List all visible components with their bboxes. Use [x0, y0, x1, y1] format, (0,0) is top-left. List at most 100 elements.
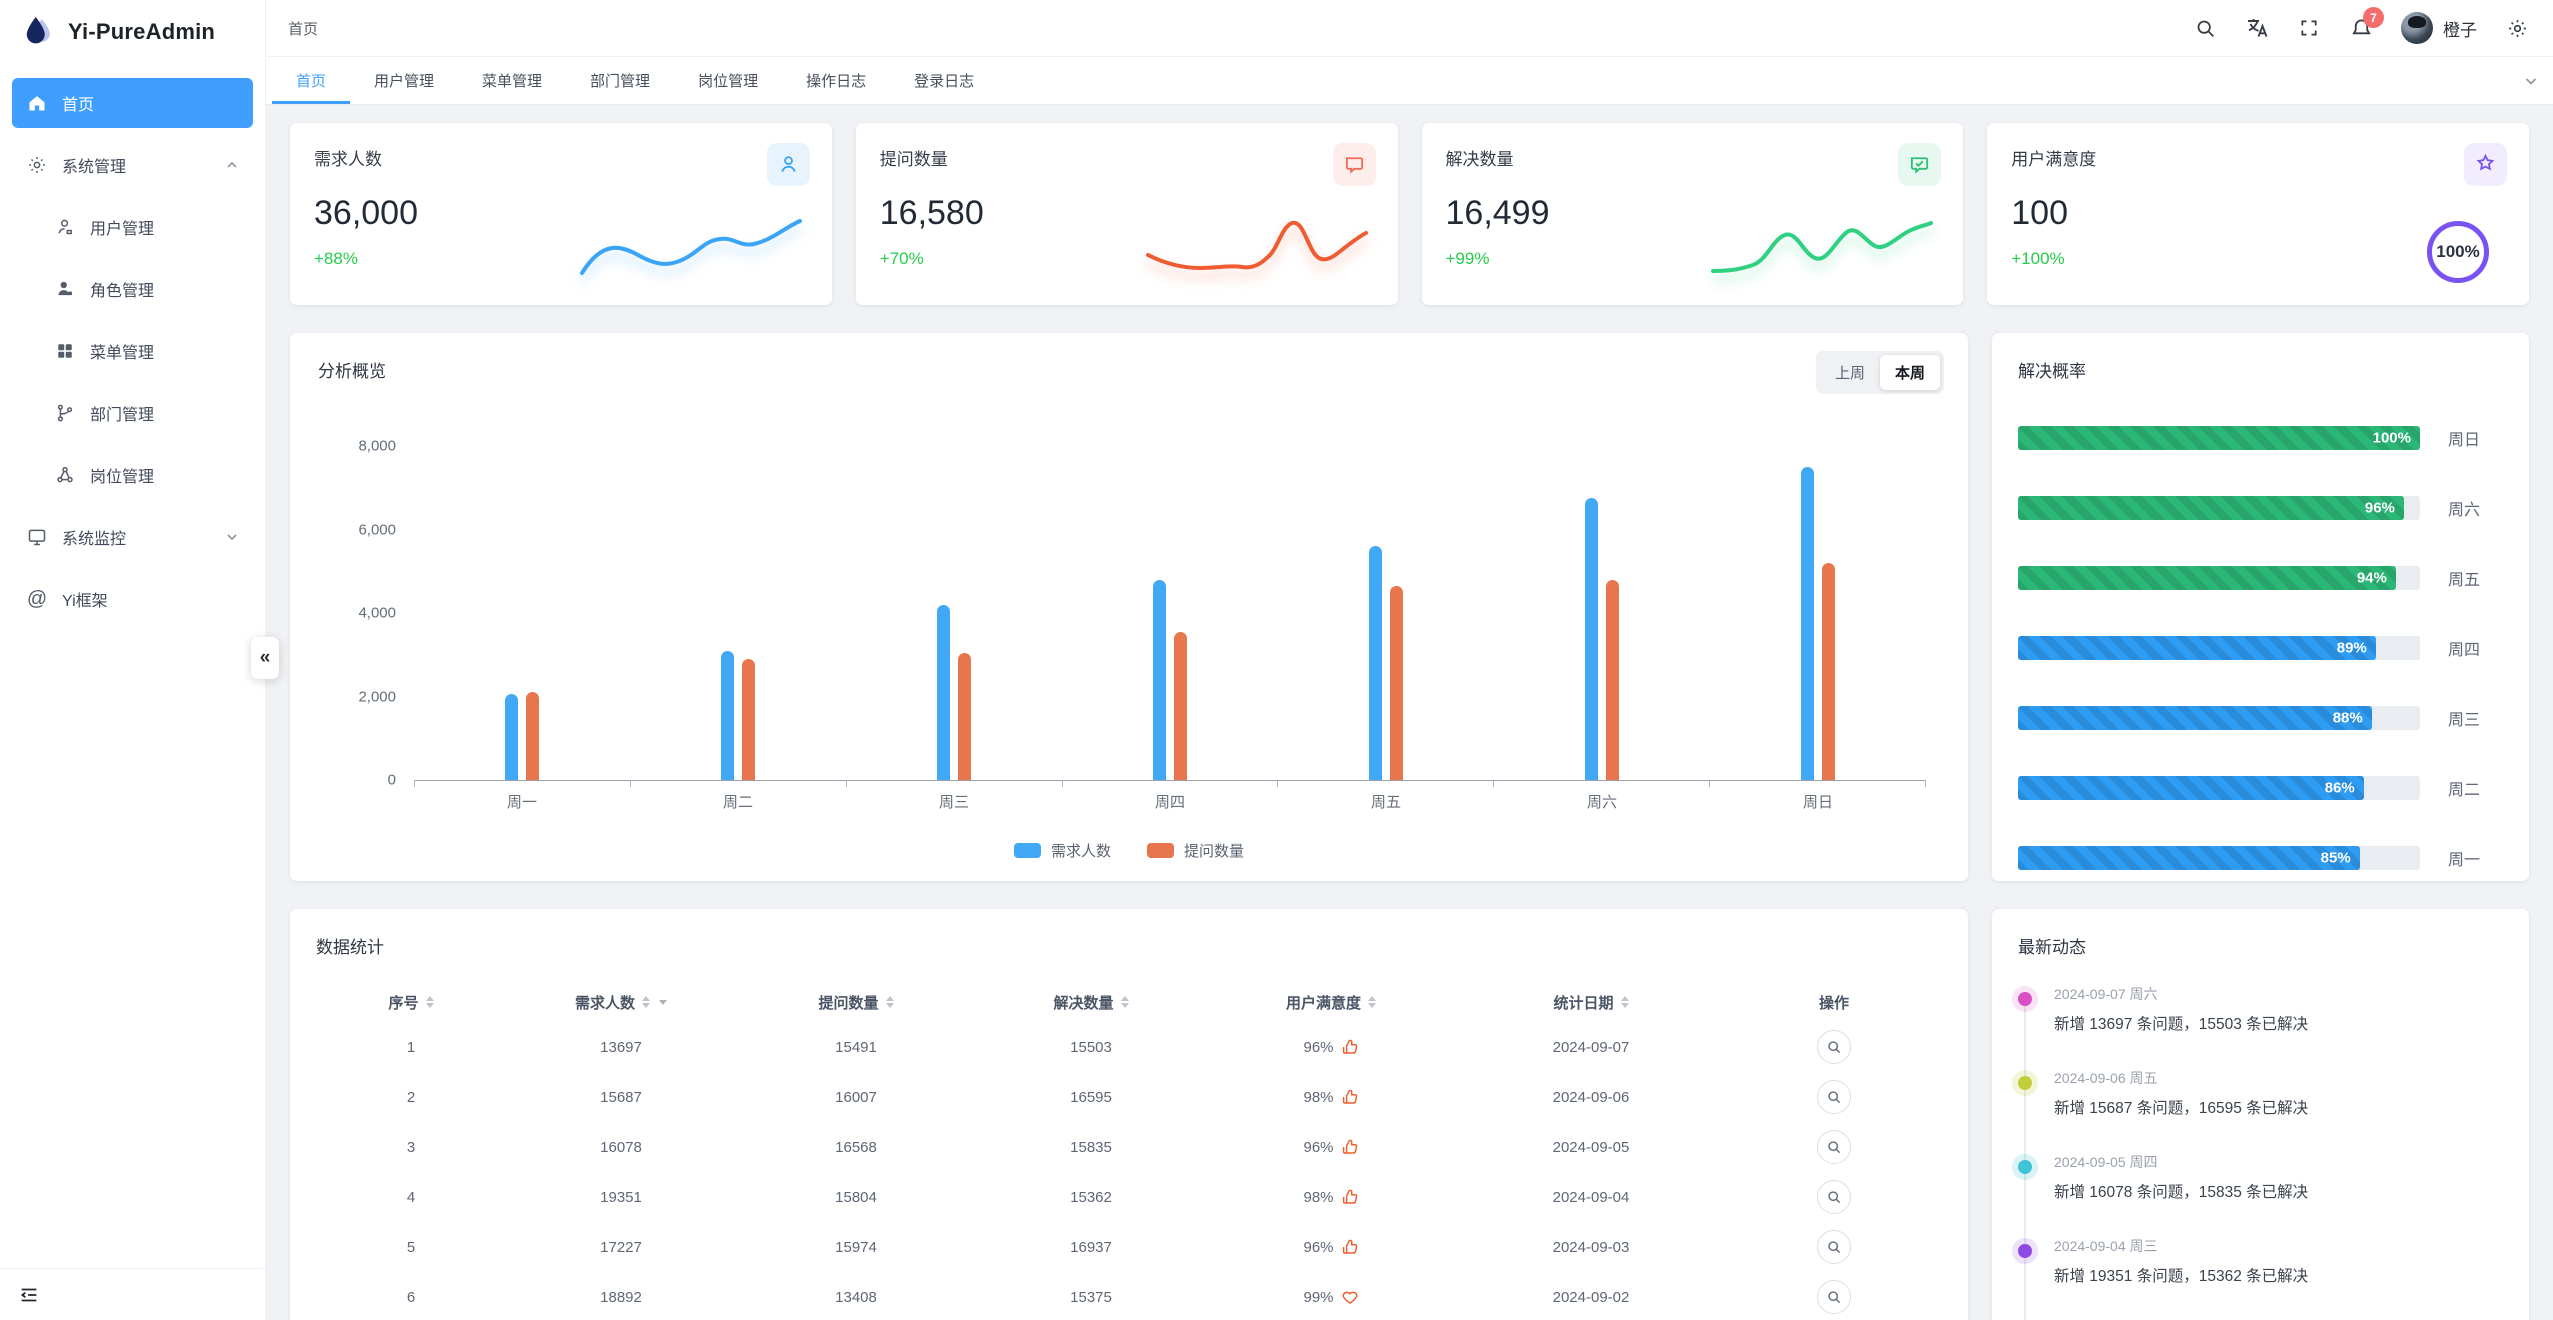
y-axis-label: 4,000 — [358, 604, 396, 622]
notification-badge: 7 — [2363, 7, 2384, 28]
home-icon — [26, 92, 48, 114]
sidebar-item-yi-framework[interactable]: @ Yi框架 — [12, 574, 253, 624]
stat-cards-row: 需求人数 36,000 +88% 提问数量 16,580 — [290, 123, 2529, 305]
tabbar-chevron-down-icon[interactable] — [2523, 73, 2539, 89]
cell-action — [1726, 1280, 1942, 1314]
stat-card-demand: 需求人数 36,000 +88% — [290, 123, 832, 305]
legend-item[interactable]: 提问数量 — [1147, 840, 1244, 861]
view-button[interactable] — [1817, 1180, 1851, 1214]
tab-menu-management[interactable]: 菜单管理 — [482, 73, 543, 90]
view-button[interactable] — [1817, 1230, 1851, 1264]
progress-day-label: 周日 — [2448, 432, 2481, 449]
cell-date: 2024-09-07 — [1552, 1038, 1630, 1056]
user-icon — [54, 216, 76, 238]
view-button[interactable] — [1817, 1080, 1851, 1114]
sort-carets-icon[interactable] — [642, 992, 650, 1012]
progress-bar: 85% — [2018, 846, 2360, 870]
bar-提问数量-周日 — [1822, 562, 1835, 780]
search-icon — [1828, 1241, 1841, 1254]
column-header[interactable]: 统计日期 — [1456, 992, 1726, 1013]
tab-home[interactable]: 首页 — [272, 57, 351, 104]
sidebar-item-post-management[interactable]: 岗位管理 — [12, 450, 253, 500]
progress-day-label: 周五 — [2448, 572, 2481, 589]
stat-title: 提问数量 — [879, 150, 948, 169]
table-title: 数据统计 — [316, 938, 384, 957]
water-drop-logo-icon — [20, 14, 56, 50]
sidebar-item-label: 角色管理 — [90, 283, 155, 300]
view-button[interactable] — [1817, 1130, 1851, 1164]
sidebar-item-system-management[interactable]: 系统管理 — [12, 140, 253, 190]
progress-day-label: 周二 — [2448, 782, 2481, 799]
sort-carets-icon[interactable] — [1368, 992, 1376, 1012]
cell-satisfaction: 96% — [1206, 1238, 1456, 1256]
sidebar-item-role-management[interactable]: 角色管理 — [12, 264, 253, 314]
tab-user-management[interactable]: 用户管理 — [374, 73, 435, 90]
timeline-text: 新增 13697 条问题，15503 条已解决 — [2054, 1016, 2309, 1033]
column-header[interactable]: 用户满意度 — [1206, 992, 1456, 1013]
cell-questions: 15491 — [835, 1038, 877, 1056]
logo[interactable]: Yi-PureAdmin — [0, 0, 265, 64]
cell-satisfaction: 98% — [1206, 1088, 1456, 1106]
sidebar-item-label: 部门管理 — [90, 407, 155, 424]
last-week-button[interactable]: 上周 — [1834, 365, 1865, 382]
bar-group — [1278, 446, 1494, 780]
sort-carets-icon[interactable] — [425, 992, 434, 1012]
chart-title: 分析概览 — [318, 362, 386, 381]
sidebar-collapse-button[interactable]: « — [251, 637, 279, 679]
sidebar-item-menu-management[interactable]: 菜单管理 — [12, 326, 253, 376]
sidebar-item-system-monitor[interactable]: 系统监控 — [12, 512, 253, 562]
progress-day-label: 周六 — [2448, 502, 2481, 519]
search-icon[interactable] — [2193, 16, 2217, 40]
progress-day-label: 周三 — [2448, 712, 2481, 729]
breadcrumb: 首页 — [288, 20, 319, 38]
sort-carets-icon[interactable] — [1120, 992, 1129, 1012]
menu-fold-icon[interactable] — [18, 1284, 40, 1306]
cell-questions: 16568 — [835, 1138, 877, 1156]
column-label: 序号 — [388, 994, 419, 1012]
table-row: 3 16078 16568 15835 96% 2024-09-05 — [316, 1122, 1942, 1172]
user-menu[interactable]: 橙子 — [2401, 12, 2477, 44]
sort-carets-icon[interactable] — [1620, 992, 1629, 1012]
monitor-icon — [26, 526, 48, 548]
bar-提问数量-周三 — [958, 652, 971, 780]
sidebar-item-user-management[interactable]: 用户管理 — [12, 202, 253, 252]
y-axis-label: 0 — [387, 771, 396, 789]
stat-delta: +99% — [1445, 249, 1490, 268]
timeline-dot — [2018, 1244, 2032, 1258]
progress-value: 89% — [2336, 639, 2367, 657]
bar-group — [1062, 446, 1278, 780]
column-header[interactable]: 解决数量 — [976, 992, 1206, 1013]
y-axis-label: 6,000 — [358, 521, 396, 538]
column-header[interactable]: 需求人数 — [506, 992, 736, 1013]
search-icon — [1828, 1291, 1841, 1304]
progress-value: 96% — [2364, 499, 2395, 517]
column-header[interactable]: 序号 — [316, 992, 506, 1013]
sort-carets-icon[interactable] — [885, 992, 894, 1012]
sidebar-item-label: 用户管理 — [90, 221, 155, 238]
timeline-date: 2024-09-05 周四 — [2054, 1154, 2158, 1170]
tab-login-log[interactable]: 登录日志 — [914, 73, 975, 90]
bell-icon[interactable]: 7 — [2349, 7, 2384, 40]
column-header[interactable]: 提问数量 — [736, 992, 976, 1013]
this-week-button[interactable]: 本周 — [1879, 355, 1940, 390]
filter-chevron-icon[interactable] — [659, 999, 667, 1009]
tab-post-management[interactable]: 岗位管理 — [698, 73, 759, 90]
view-button[interactable] — [1817, 1030, 1851, 1064]
tab-operation-log[interactable]: 操作日志 — [806, 73, 867, 90]
fullscreen-icon[interactable] — [2297, 16, 2321, 40]
content: 需求人数 36,000 +88% 提问数量 16,580 — [266, 105, 2553, 1320]
legend-item[interactable]: 需求人数 — [1013, 840, 1111, 861]
y-axis-label: 8,000 — [358, 437, 396, 455]
view-button[interactable] — [1817, 1280, 1851, 1314]
topbar: 首页 7 — [266, 0, 2553, 57]
cell-index: 1 — [406, 1038, 416, 1056]
table-row: 4 19351 15804 15362 98% 2024-09-04 — [316, 1172, 1942, 1222]
translate-icon[interactable] — [2245, 16, 2269, 40]
tab-department-management[interactable]: 部门管理 — [590, 73, 651, 90]
settings-gear-icon[interactable] — [2505, 16, 2529, 40]
cell-demand: 19351 — [600, 1188, 642, 1206]
sidebar-item-home[interactable]: 首页 — [12, 78, 253, 128]
sidebar-item-department-management[interactable]: 部门管理 — [12, 388, 253, 438]
column-label: 用户满意度 — [1285, 994, 1361, 1012]
